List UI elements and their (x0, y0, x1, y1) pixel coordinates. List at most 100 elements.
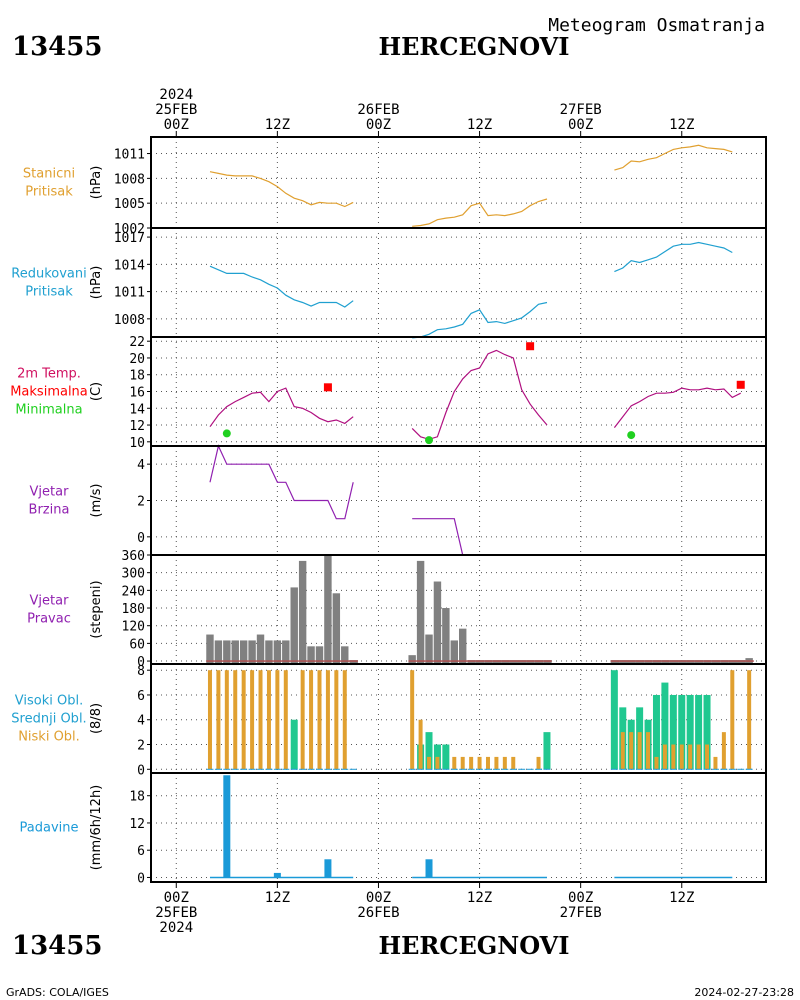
bar-wind-direction (214, 640, 223, 666)
station-id-top: 13455 (12, 32, 102, 62)
bar-low-cloud (460, 756, 465, 770)
bar-wind-direction (416, 560, 425, 666)
y-tick-label: 12 (129, 419, 145, 434)
series-line (412, 198, 548, 227)
bar-wind-calm (711, 660, 721, 666)
series-line (209, 444, 354, 520)
bar-wind-direction (206, 634, 214, 666)
bar-wind-calm (492, 660, 502, 666)
tmax-marker (736, 380, 745, 389)
bar-wind-calm (703, 660, 712, 666)
bar-low-cloud (418, 719, 423, 770)
time-label-top: 00Z (568, 117, 593, 133)
time-label-bottom: 12Z (467, 890, 492, 906)
panel-label: Niski Obl. (18, 730, 80, 745)
bar-high-cloud (290, 719, 298, 770)
bar-precip (223, 775, 231, 878)
bar-wind-direction (256, 634, 265, 666)
bar-low-cloud (452, 756, 457, 770)
y-tick-label: 2 (137, 739, 145, 754)
series-line (209, 265, 354, 308)
y-tick-label: 0 (137, 531, 145, 546)
bar-low-cloud (224, 670, 229, 770)
bar-wind-calm (509, 660, 518, 666)
y-tick-label: 2 (137, 495, 145, 510)
bar-wind-direction (450, 640, 458, 666)
bar-low-cloud (300, 670, 305, 770)
tmin-marker (222, 429, 231, 438)
y-tick-label: 18 (129, 790, 145, 805)
bar-low-cloud (646, 732, 651, 770)
bar-low-cloud (469, 756, 474, 770)
bar-low-cloud (241, 670, 246, 770)
bar-wind-calm (644, 660, 653, 666)
panel-6: 0 6 12 18 Padavine (mm/6h/12h) (20, 772, 767, 886)
panel-label: Stanicni (23, 167, 75, 182)
bar-wind-direction (290, 587, 298, 666)
bar-low-cloud (207, 670, 212, 770)
bar-high-cloud (678, 694, 686, 770)
bar-precip (425, 859, 433, 878)
bar-wind-direction (459, 628, 467, 666)
time-label-bottom: 27FEB (560, 905, 602, 921)
bar-wind-direction (248, 640, 256, 666)
panel-label: Maksimalna (10, 385, 88, 400)
bar-wind-calm (720, 660, 729, 666)
time-label-bottom: 2024 (159, 920, 193, 936)
unit-label: (mm/6h/12h) (89, 785, 104, 871)
y-tick-label: 1008 (114, 172, 145, 187)
panel-label: Pritisak (25, 185, 73, 200)
bar-wind-direction (265, 640, 273, 666)
bar-wind-calm (652, 660, 662, 666)
panel-0: 1002 1005 1008 1011 Stanicni Pritisak (hPa) (23, 136, 767, 237)
tmax-marker (526, 342, 535, 351)
y-tick-label: 18 (129, 369, 145, 384)
bar-low-cloud (275, 670, 280, 770)
time-label-top: 00Z (164, 117, 189, 133)
bar-wind-direction (282, 640, 290, 666)
footer-timestamp: 2024-02-27-23:28 (694, 986, 794, 999)
unit-label: (m/s) (89, 484, 104, 518)
panel-frame (150, 772, 767, 883)
bar-wind-calm (728, 660, 738, 666)
time-label-top: 12Z (669, 117, 694, 133)
bar-low-cloud (325, 670, 330, 770)
y-tick-label: 120 (122, 620, 145, 635)
bar-wind-calm (349, 660, 358, 666)
bar-low-cloud (721, 732, 726, 770)
unit-label: (stepeni) (89, 580, 104, 638)
y-tick-label: 10 (129, 436, 145, 451)
bar-wind-calm (467, 660, 476, 666)
tmin-marker (627, 431, 636, 440)
series-line (209, 171, 354, 208)
y-tick-label: 0 (137, 763, 145, 778)
bar-low-cloud (654, 756, 659, 770)
bar-wind-calm (669, 660, 679, 666)
bar-wind-direction (273, 640, 282, 666)
bar-wind-direction (315, 646, 324, 666)
panel-label: Vjetar (30, 485, 70, 500)
bar-low-cloud (477, 756, 482, 770)
y-tick-label: 12 (129, 817, 145, 832)
y-tick-label: 4 (137, 458, 145, 473)
y-tick-label: 20 (129, 352, 145, 367)
time-label-bottom: 00Z (568, 890, 593, 906)
bar-wind-direction (324, 555, 332, 666)
bar-low-cloud (688, 744, 693, 770)
bar-wind-direction (332, 593, 341, 666)
bar-wind-calm (635, 660, 645, 666)
time-label-bottom: 12Z (265, 890, 290, 906)
bar-high-cloud (669, 694, 677, 770)
series-line (209, 387, 354, 428)
bar-low-cloud (317, 670, 322, 770)
series-line (613, 387, 741, 428)
y-tick-label: 1005 (114, 197, 145, 212)
bar-precip (324, 859, 332, 878)
bar-wind-direction (408, 655, 416, 666)
y-tick-label: 1017 (114, 231, 145, 246)
bar-wind-calm (627, 660, 636, 666)
y-tick-label: 22 (129, 335, 145, 350)
time-label-top: 26FEB (357, 102, 399, 118)
